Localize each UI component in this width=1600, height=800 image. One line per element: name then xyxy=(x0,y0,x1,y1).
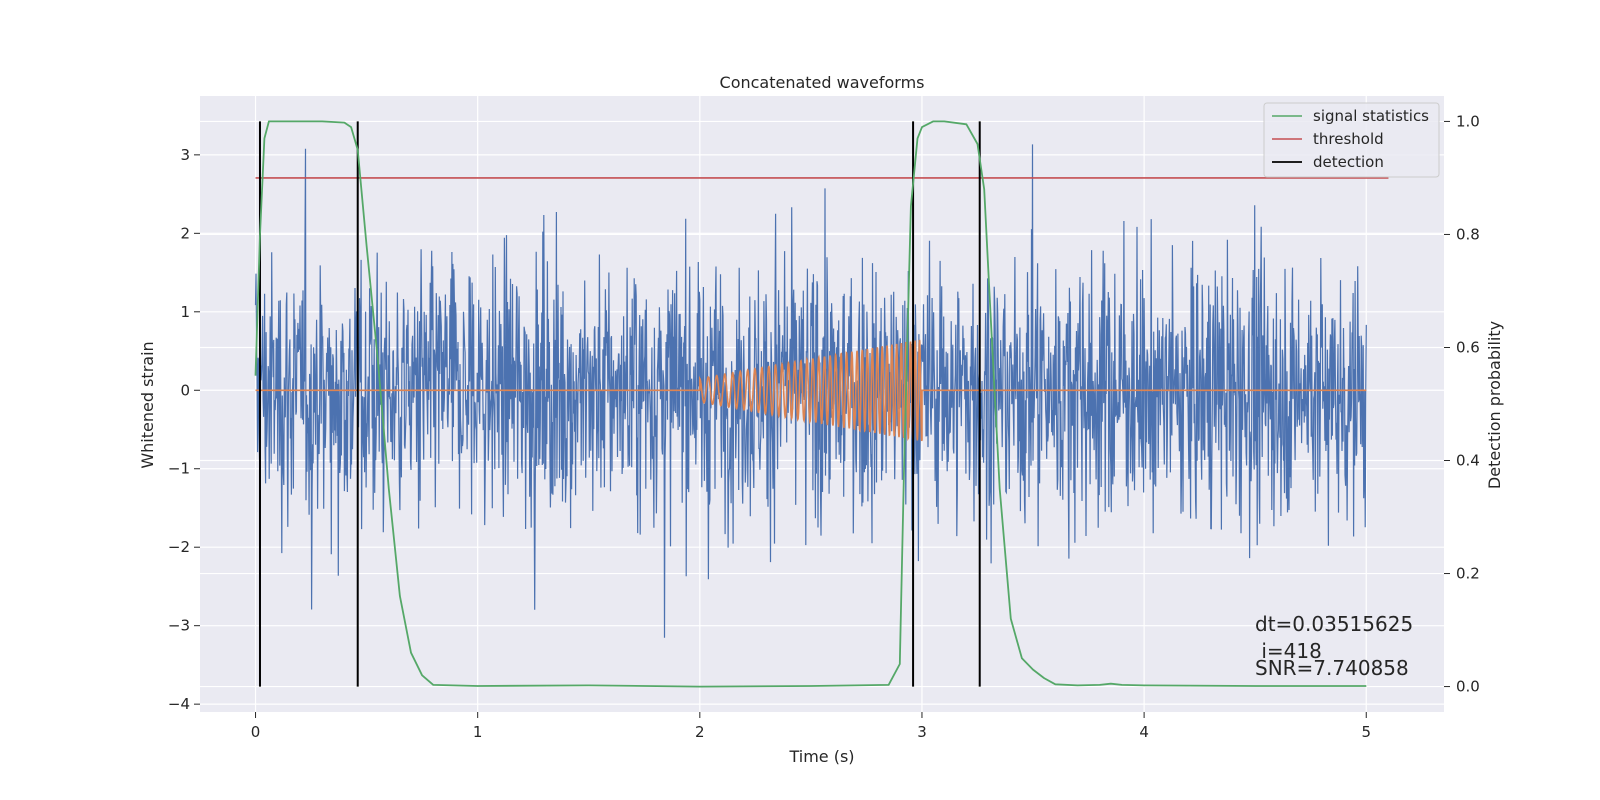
y-left-tick-label: −3 xyxy=(168,617,190,635)
strain-line xyxy=(254,144,1367,638)
legend: signal statistics threshold detection xyxy=(1263,102,1440,178)
x-tick-label: 0 xyxy=(251,723,261,741)
y-left-tick-label: −4 xyxy=(168,695,190,713)
ticks: 0 1 2 3 4 5 −4 −3 −2 −1 0 1 2 3 0.0 0.2 0.4 0.6 0.8 1.0 xyxy=(168,112,1480,741)
y-left-tick-label: 2 xyxy=(180,224,190,242)
legend-label-signal-statistics: signal statistics xyxy=(1313,107,1429,125)
y-left-tick-label: −2 xyxy=(168,538,190,556)
y-left-tick-label: −1 xyxy=(168,460,190,478)
annotation-i: i=418 xyxy=(1255,639,1322,663)
annotation: dt=0.03515625 i=418 SNR=7.740858 xyxy=(1255,612,1413,680)
x-tick-label: 5 xyxy=(1361,723,1371,741)
y-left-tick-label: 1 xyxy=(180,303,190,321)
signal-statistics-series xyxy=(254,120,1367,688)
y-right-tick-label: 1.0 xyxy=(1456,112,1480,130)
y-axis-left-label: Whitened strain xyxy=(138,341,157,468)
y-right-tick-label: 0.0 xyxy=(1456,678,1480,696)
y-left-tick-label: 3 xyxy=(180,146,190,164)
legend-label-detection: detection xyxy=(1313,153,1384,171)
annotation-snr: SNR=7.740858 xyxy=(1255,656,1409,680)
template-series xyxy=(255,339,1367,442)
x-axis-label: Time (s) xyxy=(788,747,854,766)
legend-box xyxy=(1263,102,1440,178)
x-tick-label: 4 xyxy=(1139,723,1149,741)
y-right-tick-label: 0.2 xyxy=(1456,565,1480,583)
x-tick-label: 1 xyxy=(473,723,483,741)
y-right-tick-label: 0.4 xyxy=(1456,452,1480,470)
y-left-tick-label: 0 xyxy=(180,381,190,399)
y-right-tick-label: 0.6 xyxy=(1456,338,1480,356)
y-axis-right-label: Detection probability xyxy=(1485,321,1504,489)
strain-series xyxy=(254,144,1367,638)
template-line xyxy=(255,339,1367,442)
legend-label-threshold: threshold xyxy=(1313,130,1384,148)
y-right-tick-label: 0.8 xyxy=(1456,225,1480,243)
annotation-dt: dt=0.03515625 xyxy=(1255,612,1413,636)
chart-title: Concatenated waveforms xyxy=(720,73,925,92)
signal-statistics-line xyxy=(254,120,1367,688)
x-tick-label: 2 xyxy=(695,723,705,741)
x-tick-label: 3 xyxy=(917,723,927,741)
